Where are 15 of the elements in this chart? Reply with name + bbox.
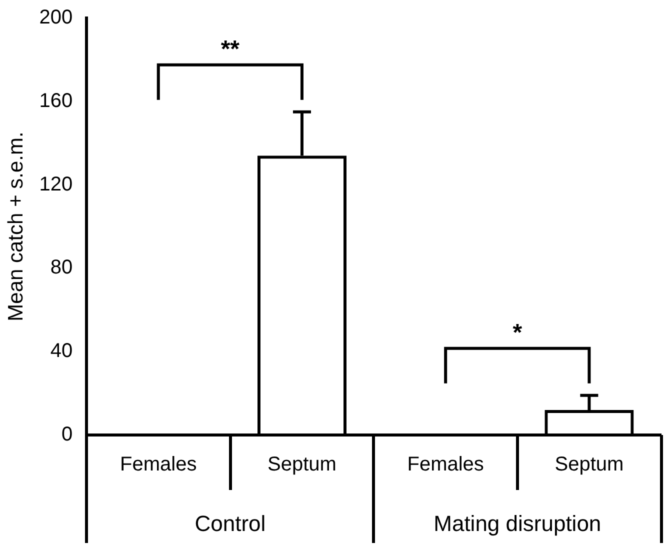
annotation: **	[220, 36, 240, 63]
x-tick-label: Females	[120, 454, 197, 476]
x-tick-label: Septum	[554, 454, 624, 476]
text: Mating disruption	[434, 511, 602, 536]
y-tick-label: 160	[39, 90, 73, 112]
y-tick-label: 0	[61, 424, 73, 446]
y-tick-label: 120	[39, 173, 73, 196]
y-tick-label: 200	[39, 6, 73, 29]
y-tick-label: 80	[50, 256, 73, 279]
text: Control	[194, 511, 266, 536]
y-axis-title: Mean catch + s.e.m.	[4, 132, 28, 322]
x-tick-label: Septum	[268, 454, 336, 476]
x-tick-label: Females	[407, 454, 484, 476]
y-tick-label: 40	[50, 340, 73, 362]
annotation: *	[512, 319, 523, 346]
